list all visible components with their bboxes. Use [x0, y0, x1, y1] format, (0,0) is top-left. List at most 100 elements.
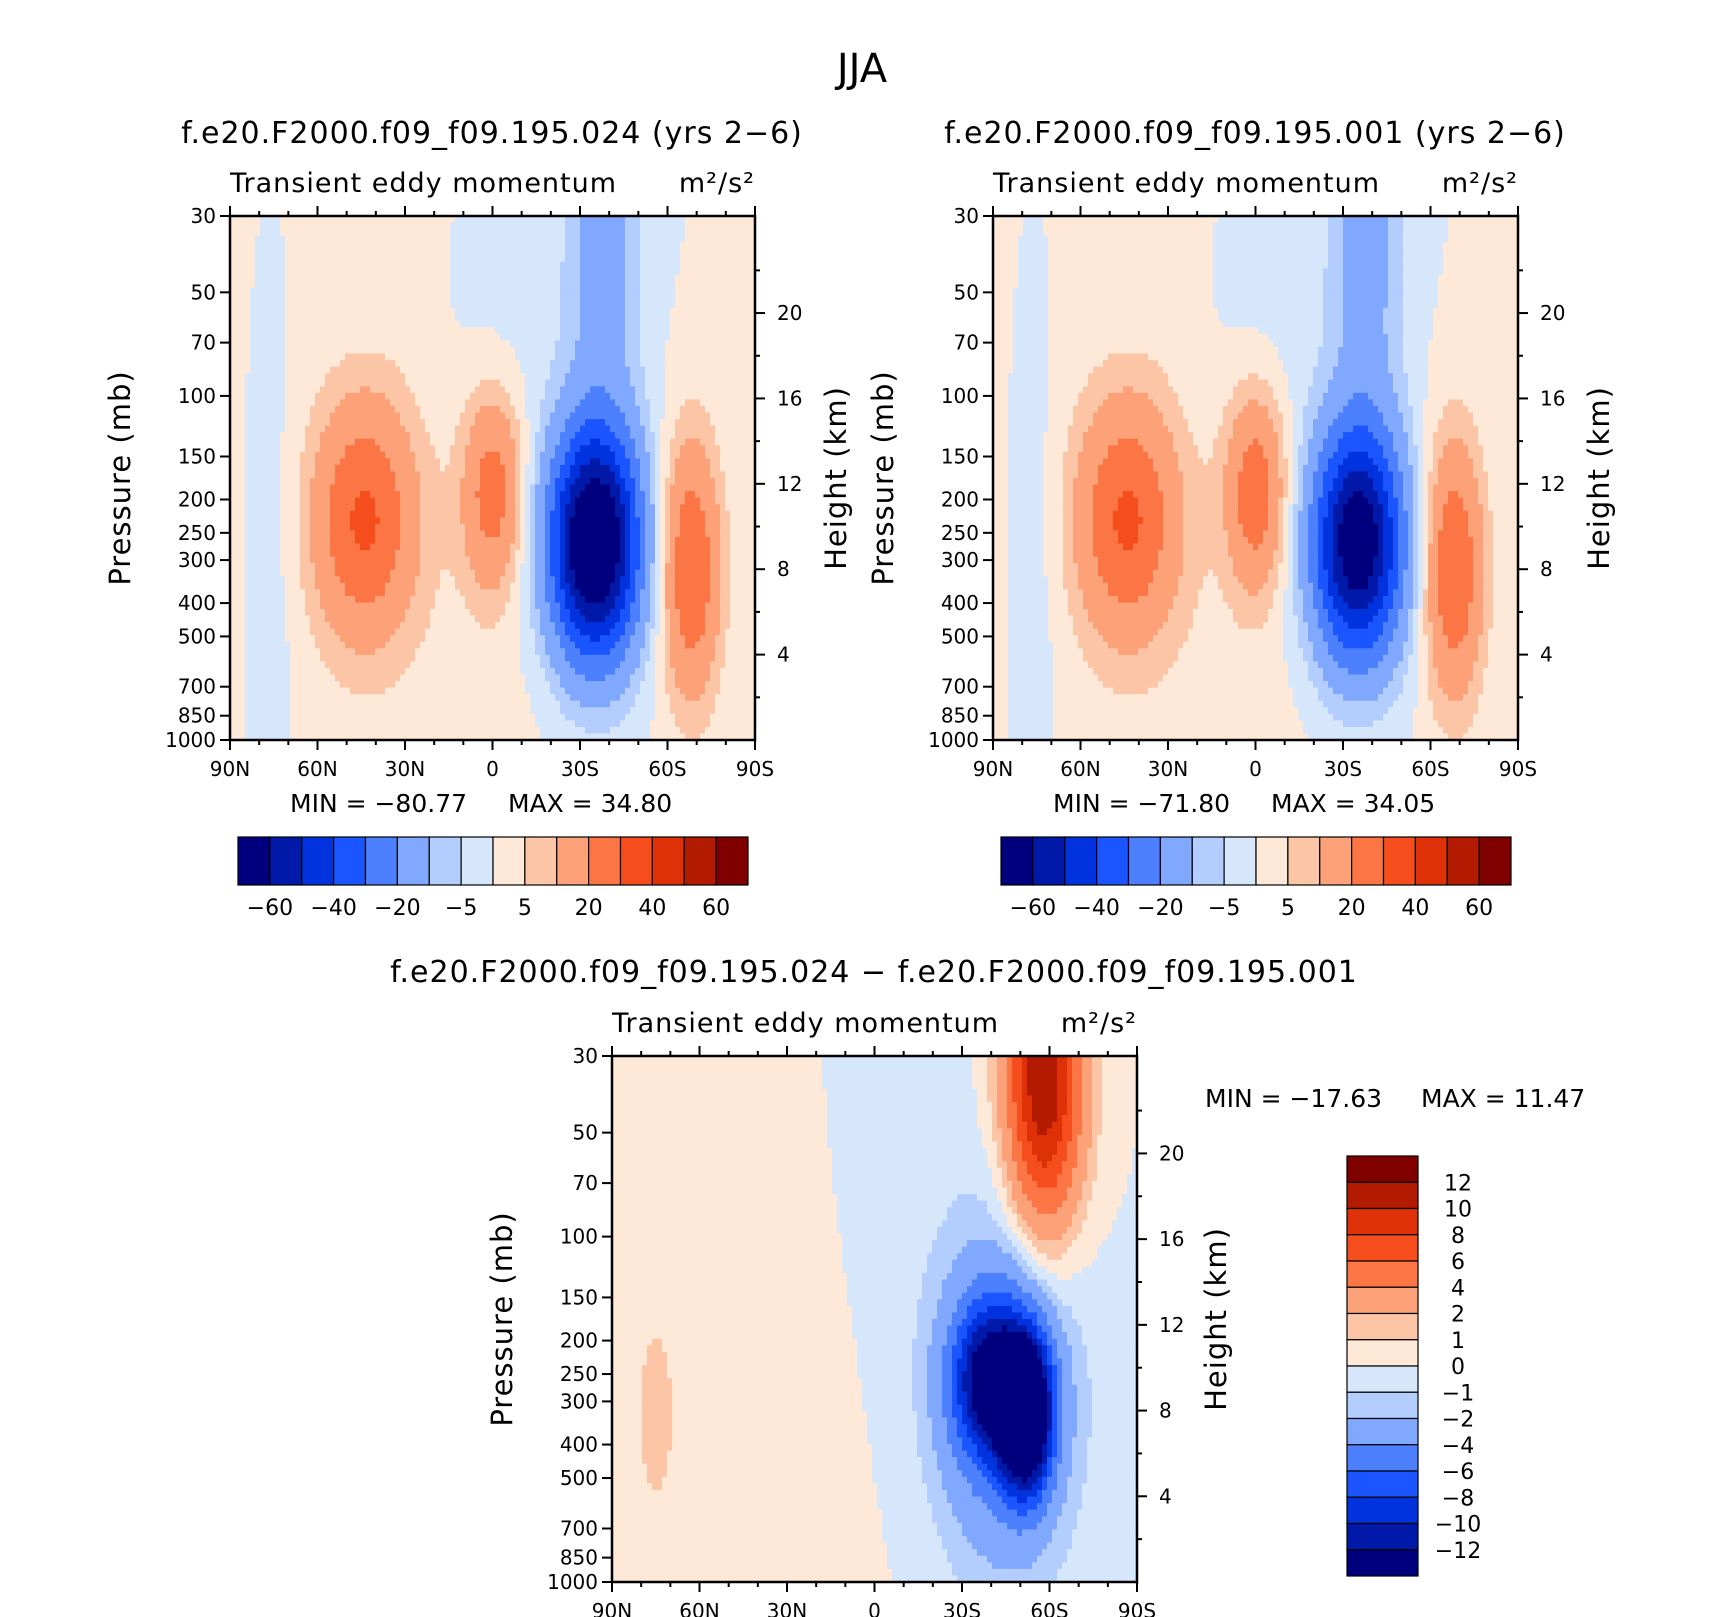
contour-cell [680, 379, 686, 387]
contour-cell [235, 373, 241, 381]
contour-cell [340, 288, 346, 296]
contour-cell [460, 510, 466, 518]
contour-cell [640, 327, 646, 335]
contour-cell [615, 425, 621, 433]
contour-cell [420, 327, 426, 335]
contour-cell [640, 478, 646, 486]
contour-cell [390, 432, 396, 440]
contour-cell [715, 281, 721, 289]
contour-cell [675, 451, 681, 459]
contour-cell [240, 353, 246, 361]
contour-cell [540, 451, 546, 459]
contour-cell [565, 471, 571, 479]
contour-cell [480, 255, 486, 263]
contour-cell [740, 419, 746, 427]
contour-cell [315, 432, 321, 440]
contour-cell [260, 405, 266, 414]
contour-cell [330, 294, 336, 302]
contour-cell [315, 288, 321, 296]
contour-cell [690, 281, 696, 289]
contour-cell [640, 261, 646, 269]
contour-cell [430, 268, 436, 276]
contour-cell [580, 517, 586, 525]
contour-cell [740, 274, 746, 283]
contour-cell [385, 353, 391, 361]
contour-cell [320, 451, 326, 459]
contour-cell [660, 510, 666, 518]
contour-cell [340, 445, 346, 453]
contour-cell [630, 301, 636, 309]
contour-cell [725, 425, 731, 433]
contour-cell [250, 353, 256, 361]
contour-cell [630, 438, 636, 446]
contour-cell [630, 399, 636, 407]
contour-cell [675, 268, 681, 276]
contour-cell [565, 399, 571, 407]
contour-cell [340, 386, 346, 394]
contour-cell [565, 386, 571, 394]
contour-cell [710, 248, 716, 256]
contour-cell [740, 314, 746, 322]
contour-cell [335, 281, 341, 289]
contour-cell [360, 248, 366, 256]
contour-cell [265, 307, 271, 315]
contour-cell [355, 510, 361, 518]
contour-cell [580, 484, 586, 492]
contour-cell [590, 307, 596, 315]
contour-cell [665, 301, 671, 309]
contour-cell [525, 471, 531, 479]
contour-cell [500, 301, 506, 309]
contour-cell [465, 405, 471, 414]
contour-cell [690, 491, 696, 499]
contour-cell [265, 340, 271, 348]
contour-cell [380, 347, 386, 355]
contour-cell [625, 320, 631, 328]
contour-cell [710, 307, 716, 315]
contour-cell [560, 504, 566, 512]
contour-cell [455, 405, 461, 414]
contour-cell [235, 366, 241, 374]
contour-cell [685, 314, 691, 322]
contour-cell [550, 360, 556, 368]
contour-cell [615, 379, 621, 387]
contour-cell [450, 261, 456, 269]
contour-cell [625, 399, 631, 407]
contour-cell [395, 386, 401, 394]
contour-cell [425, 471, 431, 479]
contour-cell [310, 366, 316, 374]
contour-cell [480, 379, 486, 387]
contour-cell [545, 294, 551, 302]
contour-cell [615, 222, 621, 230]
contour-cell [515, 327, 521, 335]
contour-cell [685, 412, 691, 420]
contour-cell [345, 216, 351, 224]
contour-cell [630, 281, 636, 289]
contour-cell [505, 386, 511, 394]
contour-cell [730, 471, 736, 479]
contour-cell [735, 491, 741, 499]
contour-cell [390, 353, 396, 361]
contour-cell [520, 399, 526, 407]
contour-cell [660, 248, 666, 256]
contour-cell [295, 379, 301, 387]
contour-cell [565, 340, 571, 348]
contour-cell [435, 347, 441, 355]
contour-cell [555, 235, 561, 243]
contour-cell [585, 471, 591, 479]
contour-cell [400, 327, 406, 335]
contour-cell [355, 222, 361, 230]
contour-cell [540, 491, 546, 499]
contour-cell [600, 504, 606, 512]
contour-cell [610, 281, 616, 289]
contour-cell [685, 432, 691, 440]
contour-cell [285, 379, 291, 387]
contour-cell [730, 353, 736, 361]
contour-cell [585, 314, 591, 322]
contour-cell [480, 320, 486, 328]
contour-cell [670, 504, 676, 512]
contour-cell [425, 320, 431, 328]
contour-cell [745, 419, 751, 427]
contour-cell [350, 281, 356, 289]
contour-cell [370, 484, 376, 492]
contour-cell [270, 327, 276, 335]
